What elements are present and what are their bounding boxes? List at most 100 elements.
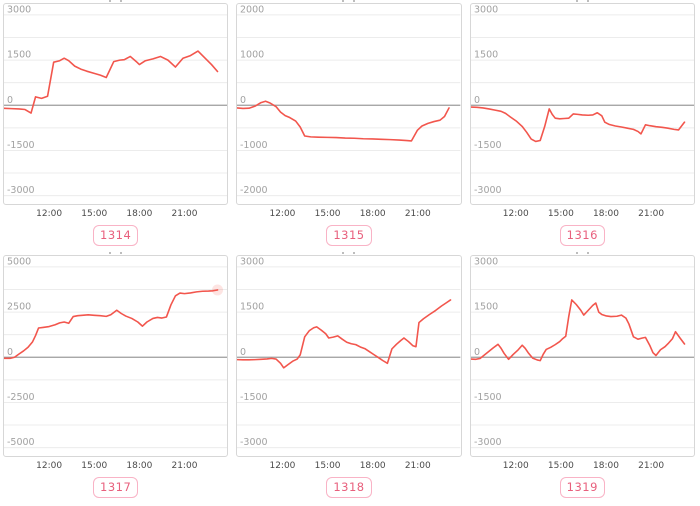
x-axis-labels: 12:00 15:00 18:00 21:00 <box>3 207 228 223</box>
x-axis-labels: 12:00 15:00 18:00 21:00 <box>470 207 695 223</box>
chart-id-button-1318[interactable]: 1318 <box>326 477 372 499</box>
y-tick-label: 1500 <box>474 50 498 61</box>
x-tick-label: 18:00 <box>593 460 619 471</box>
chart-cell: 2000 1000 0 -1000 -2000 12:00 15:00 18:00 21:00… <box>236 0 462 252</box>
y-tick-label: 0 <box>474 95 480 106</box>
clipped-chart-title <box>236 0 461 3</box>
y-tick-label: -3000 <box>240 437 268 448</box>
line-chart: 2000 1000 0 -1000 -2000 <box>237 4 461 196</box>
clipped-chart-title <box>470 0 695 3</box>
y-tick-label: 0 <box>7 347 13 358</box>
x-tick-label: 15:00 <box>314 208 341 219</box>
x-tick-label: 21:00 <box>171 460 198 471</box>
x-axis-labels: 12:00 15:00 18:00 21:00 <box>236 207 461 223</box>
y-tick-label: 0 <box>7 95 13 106</box>
chart-id-row: 1314 <box>3 225 228 252</box>
y-tick-label: 0 <box>240 347 246 358</box>
chart-id-row: 1318 <box>236 477 461 504</box>
x-tick-label: 15:00 <box>547 460 574 471</box>
y-tick-label: 3000 <box>240 256 264 267</box>
y-tick-label: -3000 <box>474 185 502 196</box>
line-chart-box: 2000 1000 0 -1000 -2000 <box>236 2 462 205</box>
x-tick-label: 12:00 <box>502 460 529 471</box>
x-tick-label: 21:00 <box>171 208 198 219</box>
line-chart-box: 3000 1500 0 -1500 -3000 <box>236 254 462 457</box>
y-tick-label: 3000 <box>474 256 498 267</box>
line-chart: 3000 1500 0 -1500 -3000 <box>237 256 461 448</box>
x-axis-labels: 12:00 15:00 18:00 21:00 <box>470 459 695 475</box>
chart-id-row: 1315 <box>236 225 461 252</box>
y-tick-label: -1000 <box>240 140 268 151</box>
x-tick-label: 12:00 <box>269 460 296 471</box>
x-tick-label: 12:00 <box>269 208 296 219</box>
x-tick-label: 18:00 <box>359 460 386 471</box>
y-tick-label: -2500 <box>7 392 35 403</box>
x-tick-label: 15:00 <box>81 460 108 471</box>
data-line <box>4 50 219 114</box>
y-tick-label: -3000 <box>7 185 35 196</box>
x-tick-label: 18:00 <box>593 208 619 219</box>
x-tick-label: 21:00 <box>404 460 431 471</box>
line-chart-box: 3000 1500 0 -1500 -3000 <box>469 2 695 205</box>
x-tick-label: 15:00 <box>547 208 574 219</box>
y-tick-label: -1500 <box>474 140 502 151</box>
x-tick-label: 18:00 <box>359 208 386 219</box>
clipped-chart-title <box>236 252 461 255</box>
data-line <box>4 289 219 360</box>
data-line <box>470 299 685 362</box>
y-tick-label: 1500 <box>7 50 31 61</box>
chart-id-button-1314[interactable]: 1314 <box>93 225 139 247</box>
chart-id-button-1317[interactable]: 1317 <box>93 477 139 499</box>
line-chart: 3000 1500 0 -1500 -3000 <box>470 4 694 196</box>
clipped-chart-title <box>3 252 228 255</box>
x-tick-label: 15:00 <box>314 460 341 471</box>
chart-cell: 5000 2500 0 -2500 -5000 12:00 15:00 18:00 21:00… <box>3 252 229 504</box>
line-chart: 3000 1500 0 -1500 -3000 <box>4 4 228 196</box>
y-tick-label: -5000 <box>7 437 35 448</box>
line-chart: 3000 1500 0 -1500 -3000 <box>470 256 694 448</box>
x-tick-label: 21:00 <box>638 208 665 219</box>
x-axis-labels: 12:00 15:00 18:00 21:00 <box>3 459 228 475</box>
x-tick-label: 15:00 <box>81 208 108 219</box>
data-line <box>470 106 685 143</box>
chart-cell: 3000 1500 0 -1500 -3000 12:00 15:00 18:00 21:00… <box>469 252 695 504</box>
y-tick-label: 1000 <box>240 50 264 61</box>
chart-id-button-1316[interactable]: 1316 <box>559 225 605 247</box>
y-tick-label: 0 <box>474 347 480 358</box>
data-line <box>237 299 452 369</box>
x-tick-label: 12:00 <box>502 208 529 219</box>
chart-cell: 3000 1500 0 -1500 -3000 12:00 15:00 18:00 21:00… <box>236 252 462 504</box>
line-chart-box: 3000 1500 0 -1500 -3000 <box>469 254 695 457</box>
y-tick-label: 5000 <box>7 256 31 267</box>
chart-id-button-1319[interactable]: 1319 <box>559 477 605 499</box>
line-chart-box: 5000 2500 0 -2500 -5000 <box>3 254 229 457</box>
y-tick-label: -2000 <box>240 185 268 196</box>
chart-id-button-1315[interactable]: 1315 <box>326 225 372 247</box>
y-tick-label: -1500 <box>7 140 35 151</box>
chart-cell: 3000 1500 0 -1500 -3000 12:00 15:00 18:00 21:00… <box>469 0 695 252</box>
clipped-chart-title <box>3 0 228 3</box>
clipped-chart-title <box>470 252 695 255</box>
y-tick-label: 3000 <box>474 4 498 15</box>
x-tick-label: 21:00 <box>404 208 431 219</box>
line-chart-box: 3000 1500 0 -1500 -3000 <box>3 2 229 205</box>
y-tick-label: -1500 <box>240 392 268 403</box>
chart-id-row: 1319 <box>470 477 695 504</box>
y-tick-label: 1500 <box>474 302 498 313</box>
x-tick-label: 18:00 <box>126 208 153 219</box>
x-tick-label: 12:00 <box>36 460 63 471</box>
chart-cell: 3000 1500 0 -1500 -3000 12:00 15:00 18:00 21:00… <box>3 0 229 252</box>
y-tick-label: 1500 <box>240 302 264 313</box>
y-tick-label: 0 <box>240 95 246 106</box>
chart-id-row: 1316 <box>470 225 695 252</box>
chart-id-row: 1317 <box>3 477 228 504</box>
y-tick-label: -1500 <box>474 392 502 403</box>
x-tick-label: 12:00 <box>36 208 63 219</box>
y-tick-label: 2500 <box>7 302 31 313</box>
line-chart: 5000 2500 0 -2500 -5000 <box>4 256 228 448</box>
y-tick-label: -3000 <box>474 437 502 448</box>
data-line <box>237 100 451 142</box>
x-tick-label: 18:00 <box>126 460 153 471</box>
x-tick-label: 21:00 <box>638 460 665 471</box>
